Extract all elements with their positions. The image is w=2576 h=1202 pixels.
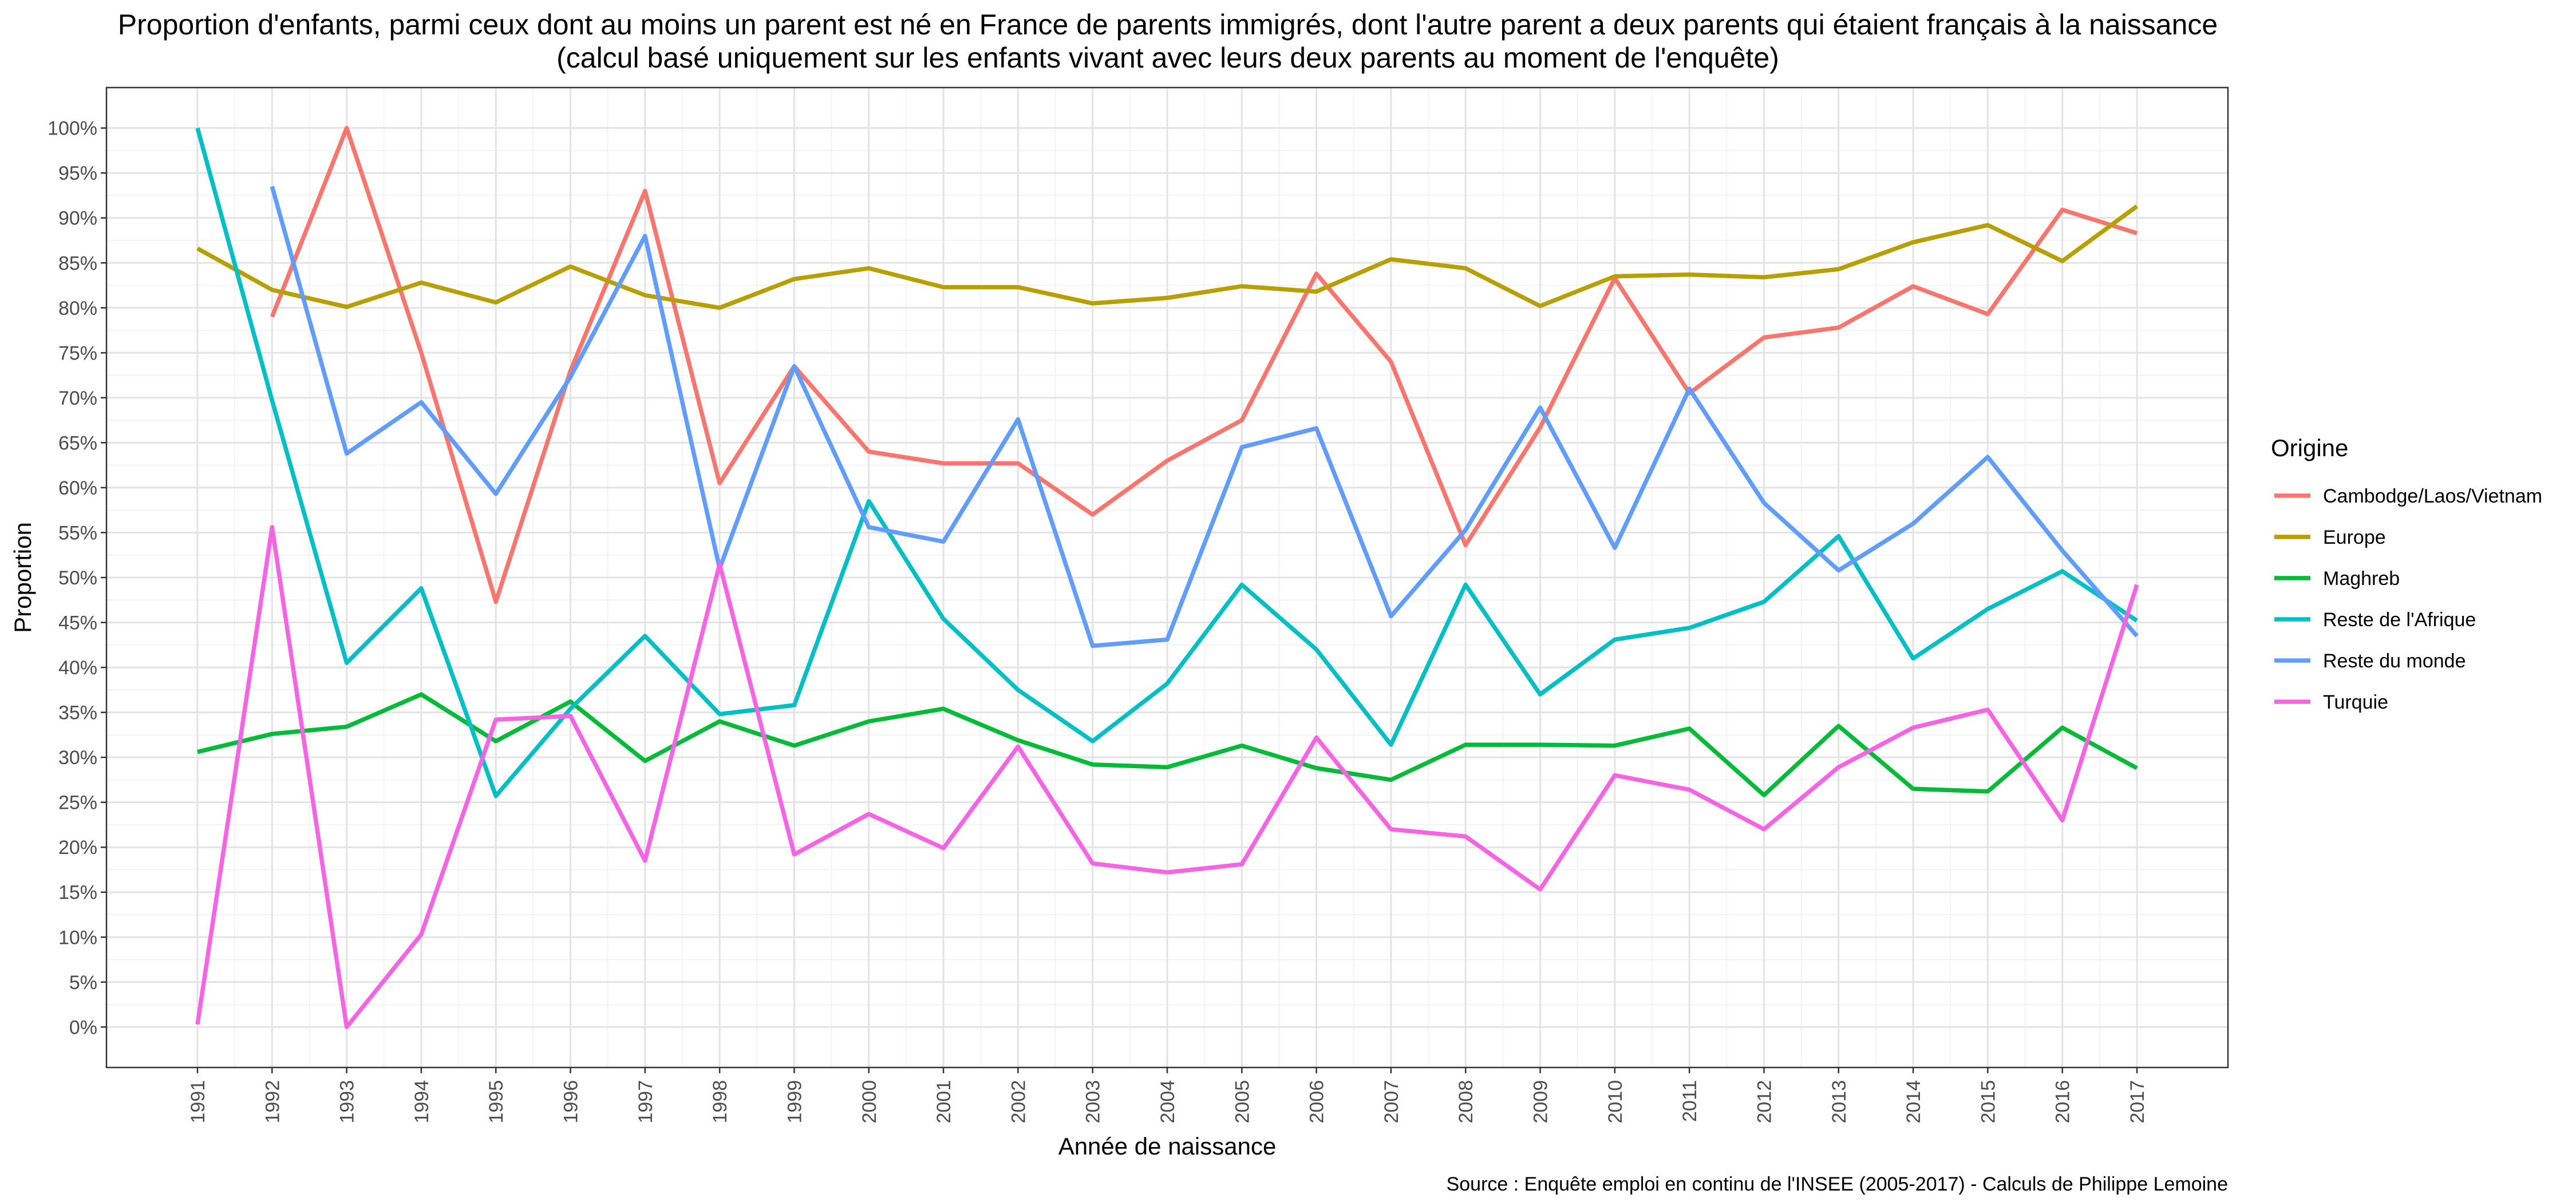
y-tick-label: 5%: [69, 972, 97, 994]
legend-label: Reste du monde: [2323, 650, 2466, 672]
y-tick-label: 0%: [69, 1017, 97, 1038]
x-tick-label: 1993: [337, 1080, 358, 1124]
series-line: [196, 204, 2139, 310]
x-tick-label: 2017: [2127, 1080, 2148, 1124]
y-tick-label: 60%: [58, 477, 97, 499]
x-tick-label: 1997: [635, 1080, 657, 1124]
x-axis-title: Année de naissance: [1058, 1133, 1277, 1160]
y-tick-label: 75%: [58, 342, 97, 364]
legend-label: Reste de l'Afrique: [2323, 609, 2476, 631]
series-line: [195, 525, 2139, 1030]
x-tick-label: 2014: [1903, 1080, 1925, 1124]
series-line: [270, 125, 2138, 604]
x-tick-label: 1994: [411, 1080, 433, 1124]
y-tick-label: 45%: [58, 612, 97, 634]
legend-label: Europe: [2323, 527, 2386, 548]
x-tick-label: 2007: [1381, 1080, 1402, 1124]
y-tick-label: 65%: [58, 432, 97, 454]
y-tick-label: 10%: [58, 927, 97, 948]
x-tick-label: 2009: [1530, 1080, 1552, 1124]
y-tick-label: 20%: [58, 837, 97, 859]
x-tick-label: 2006: [1306, 1080, 1328, 1124]
series-line: [270, 185, 2139, 649]
legend-title: Origine: [2271, 434, 2348, 461]
x-tick-label: 2005: [1231, 1080, 1253, 1124]
x-tick-label: 1991: [187, 1080, 209, 1124]
legend-label: Maghreb: [2323, 568, 2400, 590]
chart-title-line-2: (calcul basé uniquement sur les enfants …: [556, 42, 1779, 74]
y-axis: 0% 5% 10% 15% 20% 25% 30% 35% 40% 45% 50% 55% 60% 65%…: [48, 118, 106, 1038]
x-tick-label: 2008: [1455, 1080, 1477, 1124]
x-tick-label: 2001: [933, 1080, 955, 1124]
series-line: [195, 127, 2139, 798]
y-tick-label: 95%: [58, 163, 97, 184]
chart-title-line-1: Proportion d'enfants, parmi ceux dont au…: [118, 9, 2218, 41]
y-tick-label: 15%: [58, 882, 97, 904]
y-tick-label: 25%: [58, 792, 97, 814]
x-tick-label: 2002: [1008, 1080, 1029, 1124]
x-tick-label: 2011: [1679, 1080, 1701, 1122]
x-tick-label: 2010: [1605, 1080, 1626, 1124]
x-tick-label: 2015: [1977, 1080, 1999, 1124]
x-tick-label: 1992: [262, 1080, 283, 1124]
x-tick-label: 2013: [1828, 1080, 1850, 1124]
x-tick-label: 1995: [485, 1080, 507, 1124]
x-tick-label: 2000: [859, 1080, 880, 1124]
x-tick-label: 2003: [1082, 1080, 1104, 1124]
y-tick-label: 70%: [58, 388, 97, 409]
x-tick-label: 1998: [709, 1080, 731, 1124]
x-tick-label: 2004: [1157, 1080, 1179, 1124]
y-tick-label: 30%: [58, 747, 97, 769]
y-tick-label: 40%: [58, 657, 97, 679]
x-tick-label: 1996: [560, 1080, 582, 1124]
y-tick-label: 90%: [58, 208, 97, 230]
y-tick-label: 85%: [58, 252, 97, 274]
y-tick-label: 35%: [58, 702, 97, 724]
y-axis-title: Proportion: [9, 522, 36, 633]
legend-label: Cambodge/Laos/Vietnam: [2323, 485, 2542, 507]
y-tick-label: 50%: [58, 567, 97, 589]
legend: Origine Cambodge/Laos/Vietnam Europe Maghr…: [2271, 434, 2542, 713]
y-tick-label: 100%: [48, 118, 97, 140]
x-tick-label: 2016: [2052, 1080, 2074, 1124]
series-line: [197, 692, 2138, 797]
legend-label: Turquie: [2323, 691, 2388, 713]
y-tick-label: 80%: [58, 298, 97, 319]
x-axis: 1991 1992 1993 1994 1995 1996 1997 1998 1999 2000…: [187, 1067, 2148, 1124]
x-tick-label: 2012: [1753, 1080, 1775, 1124]
x-tick-label: 1999: [784, 1080, 805, 1124]
y-tick-label: 55%: [58, 522, 97, 544]
series-lines: [195, 125, 2139, 1030]
chart-caption: Source : Enquête emploi en continu de l'…: [1447, 1173, 2228, 1195]
